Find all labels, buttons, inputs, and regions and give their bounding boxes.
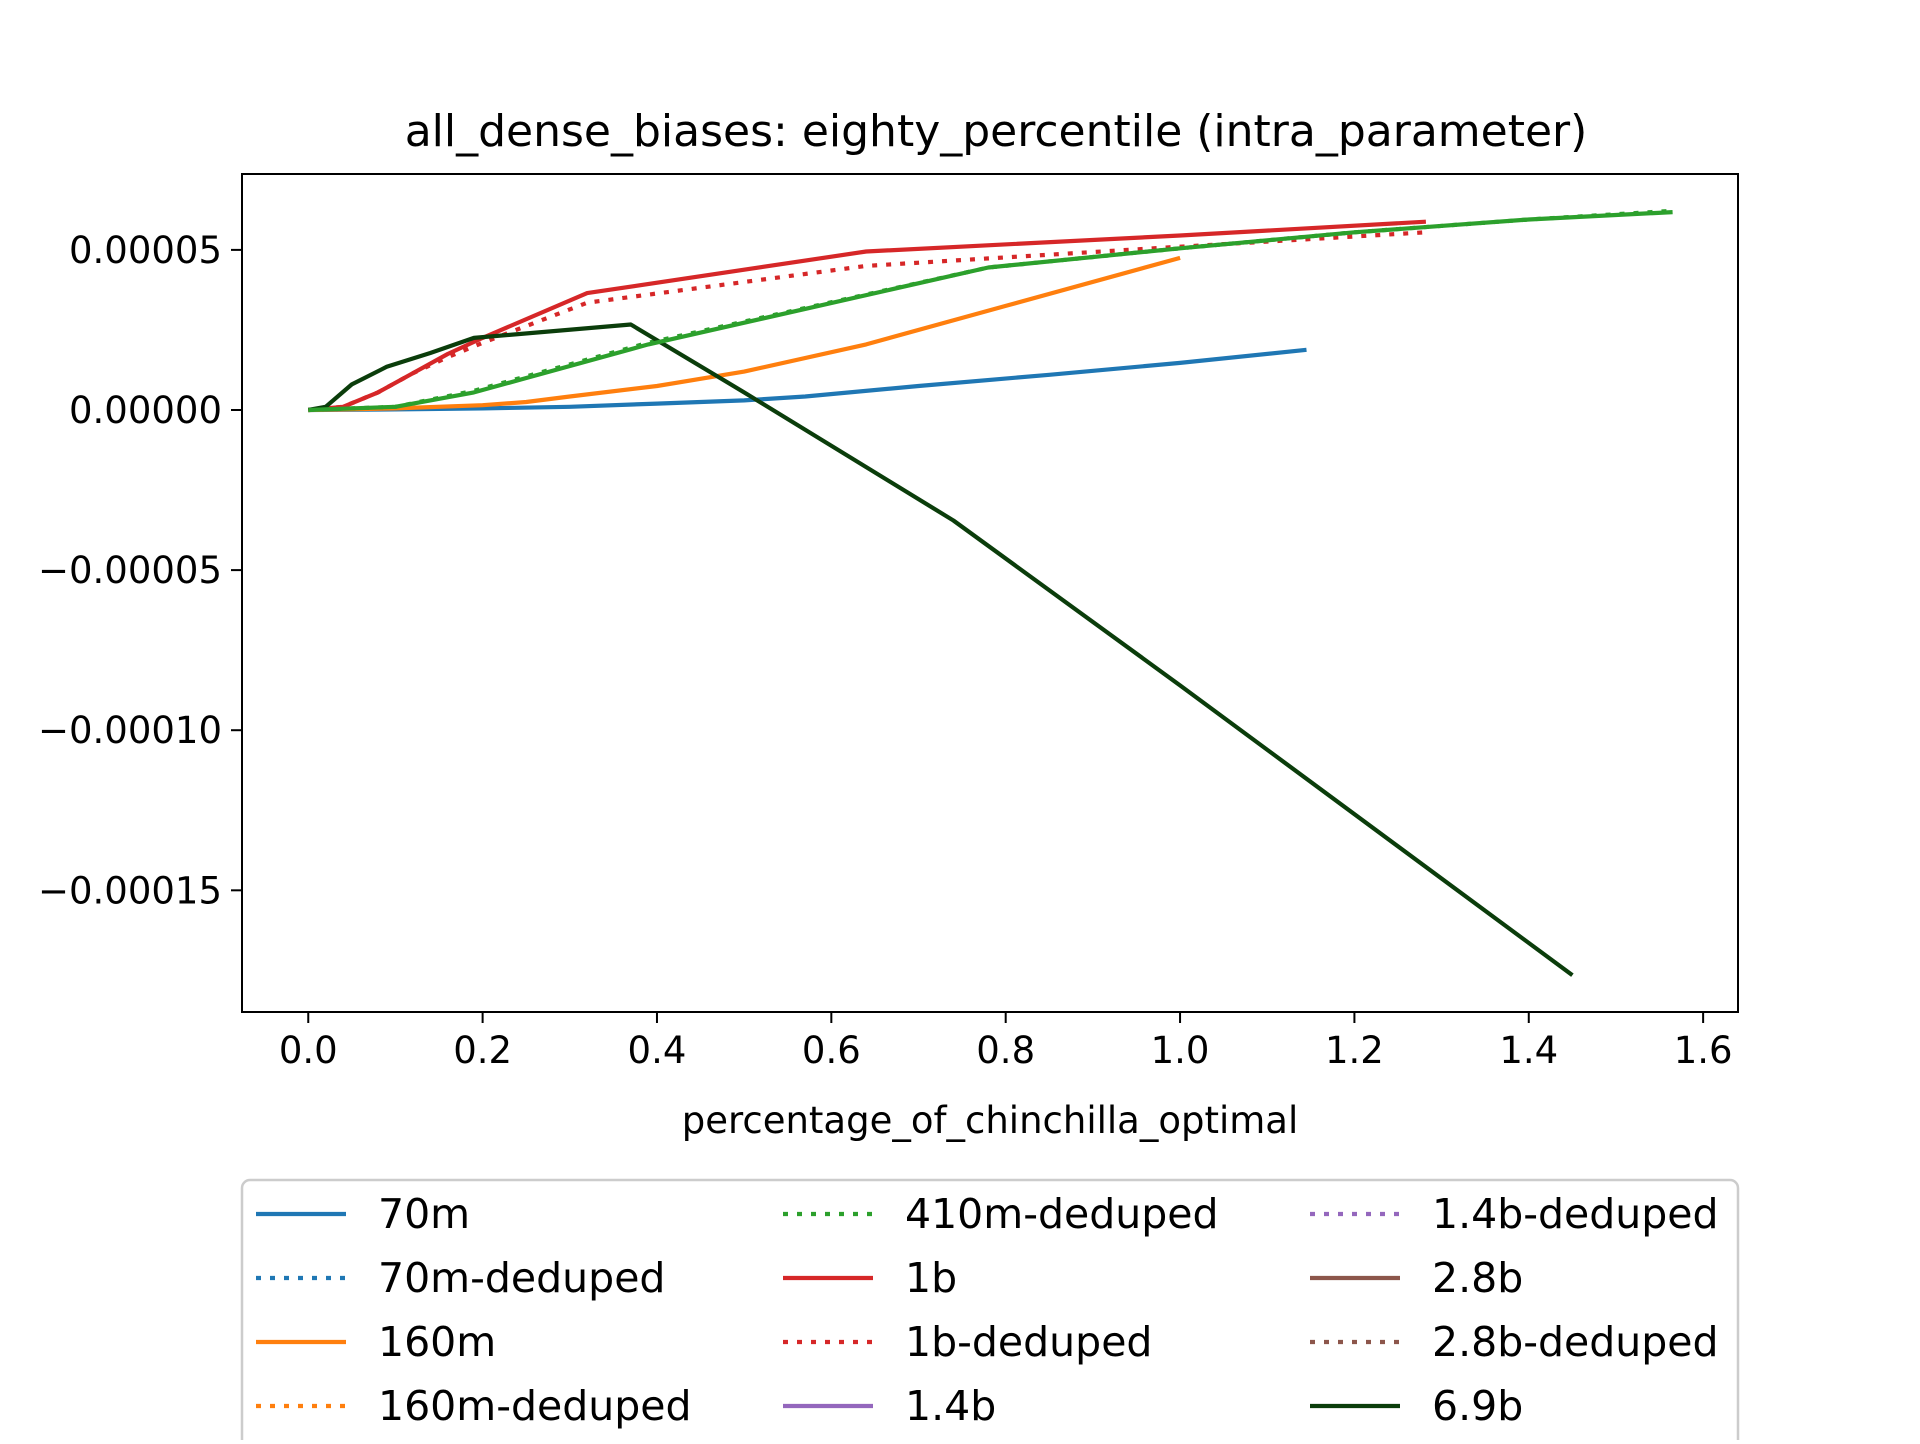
chart-title: all_dense_biases: eighty_percentile (int… — [405, 106, 1588, 157]
x-tick-label-7: 1.4 — [1499, 1029, 1558, 1072]
legend-label-5: 1b — [905, 1254, 957, 1302]
legend-label-6: 1b-deduped — [905, 1318, 1152, 1366]
legend-label-2: 160m — [378, 1318, 496, 1366]
y-tick-label-3: −0.00010 — [38, 709, 222, 752]
legend-label-1: 70m-deduped — [378, 1254, 665, 1302]
legend-label-3: 160m-deduped — [378, 1382, 692, 1430]
legend-label-10: 2.8b-deduped — [1432, 1318, 1719, 1366]
legend-label-0: 70m — [378, 1190, 470, 1238]
x-tick-label-1: 0.2 — [453, 1029, 512, 1072]
legend: 70m 70m-deduped 160m 160m-deduped 410m-dedup… — [240, 1178, 1740, 1444]
series-line-6 — [308, 230, 1427, 413]
legend-label-11: 6.9b — [1432, 1382, 1523, 1430]
series-layer — [307, 208, 1673, 977]
y-axis: 0.00005 0.00000 −0.00005 −0.00010 −0.00015 — [38, 229, 242, 912]
legend-box — [240, 1178, 1740, 1444]
x-tick-label-3: 0.6 — [802, 1029, 861, 1072]
x-axis-label: percentage_of_chinchilla_optimal — [682, 1099, 1299, 1142]
x-tick-label-2: 0.4 — [628, 1029, 687, 1072]
x-tick-label-4: 0.8 — [976, 1029, 1035, 1072]
y-tick-label-0: 0.00005 — [69, 229, 222, 272]
series-line-5 — [308, 219, 1427, 413]
x-tick-label-6: 1.2 — [1325, 1029, 1384, 1072]
series-line-2 — [308, 255, 1181, 413]
x-tick-label-5: 1.0 — [1151, 1029, 1210, 1072]
series-line-12 — [308, 210, 1673, 413]
legend-label-9: 2.8b — [1432, 1254, 1523, 1302]
series-line-0 — [308, 347, 1307, 413]
y-tick-label-2: −0.00005 — [38, 549, 222, 592]
x-tick-label-0: 0.0 — [279, 1029, 338, 1072]
plot-frame — [241, 173, 1739, 1013]
y-tick-label-4: −0.00015 — [38, 869, 222, 912]
y-tick-label-1: 0.00000 — [69, 389, 222, 432]
legend-label-7: 1.4b — [905, 1382, 996, 1430]
x-tick-label-8: 1.6 — [1674, 1029, 1733, 1072]
series-line-11 — [307, 322, 1574, 977]
legend-label-4: 410m-deduped — [905, 1190, 1219, 1238]
legend-label-8: 1.4b-deduped — [1432, 1190, 1719, 1238]
x-axis: 0.0 0.2 0.4 0.6 0.8 1.0 1.2 1.4 1.6 — [279, 1012, 1733, 1072]
